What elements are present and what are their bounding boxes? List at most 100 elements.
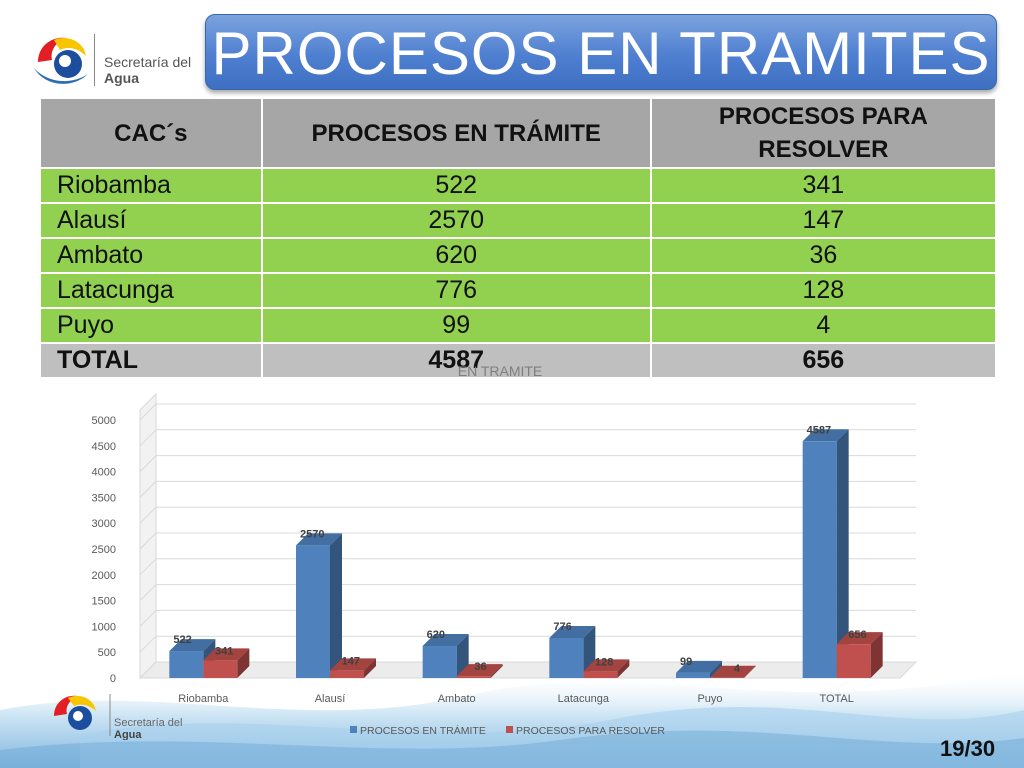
data-label: 36 (474, 661, 486, 673)
x-tick-label: Riobamba (178, 693, 229, 705)
gridline-diagonal (139, 403, 157, 421)
chart-floor (138, 661, 918, 679)
gridline-diagonal (139, 558, 157, 576)
data-label: 128 (595, 656, 613, 668)
row-para-resolver: 36 (649, 237, 998, 274)
row-en-tramite: 99 (260, 307, 652, 344)
table-row: Puyo 99 4 (39, 307, 998, 344)
total-en-tramite: 4587 (260, 342, 652, 379)
data-label: 2570 (300, 528, 324, 540)
bar-top-riobamba-1 (203, 648, 250, 661)
gridline-diagonal (139, 661, 157, 679)
logo-bottom-yellow-icon (68, 695, 96, 711)
y-tick-label: 4000 (92, 467, 116, 479)
y-tick-label: 3500 (92, 492, 116, 504)
bar-alausí-0 (296, 545, 330, 678)
table-row: Latacunga 776 128 (39, 272, 998, 309)
bar-side-total-1 (870, 632, 883, 678)
bar-side-puyo-0 (710, 660, 722, 678)
total-label: TOTAL (39, 342, 263, 379)
bar-total-1 (836, 644, 871, 678)
y-tick-label: 5000 (92, 415, 116, 427)
logo-bottom-line-2: Agua (114, 729, 142, 740)
bar-latacunga-0 (549, 637, 584, 678)
logo-bottom-red-icon (54, 695, 78, 716)
table-row: Ambato 620 36 (39, 237, 998, 274)
y-tick-label: 2000 (92, 570, 116, 582)
logo-emblem-icon (34, 37, 88, 84)
bar-top-latacunga-0 (549, 625, 596, 638)
title-banner: PROCESOS EN TRAMITES (205, 14, 997, 90)
bar-side-ambato-0 (456, 634, 469, 678)
row-en-tramite: 522 (260, 167, 652, 204)
data-label: 4 (734, 663, 741, 675)
y-tick-label: 2500 (92, 544, 116, 556)
bar-side-alausí-0 (330, 533, 342, 678)
bar-top-total-1 (836, 632, 883, 645)
row-para-resolver: 341 (649, 167, 998, 204)
legend-label: PROCESOS EN TRÁMITE (360, 724, 486, 737)
data-label: 620 (427, 629, 445, 641)
legend-label: PROCESOS PARA RESOLVER (516, 725, 665, 737)
logo-secretaria-del-agua: Secretaría del Agua (30, 28, 200, 92)
row-para-resolver: 147 (649, 202, 998, 239)
bar-side-latacunga-1 (617, 659, 630, 678)
bar-riobamba-0 (169, 651, 204, 678)
data-label: 4587 (807, 424, 831, 436)
gridline-diagonal (139, 455, 157, 472)
row-name: Alausí (39, 202, 263, 239)
x-tick-label: Ambato (438, 693, 476, 705)
bar-top-ambato-1 (456, 664, 503, 677)
bar-latacunga-1 (583, 671, 618, 678)
y-tick-label: 500 (98, 647, 116, 659)
data-label: 341 (215, 645, 233, 657)
gridline-diagonal (139, 635, 157, 653)
bar-side-riobamba-1 (237, 648, 250, 678)
logo-line-1: Secretaría del (104, 54, 192, 70)
bar-top-riobamba-0 (169, 639, 216, 652)
bar-top-puyo-0 (676, 660, 722, 673)
table-total-row: TOTAL 4587 656 (39, 342, 998, 379)
data-label: 656 (848, 629, 866, 641)
row-para-resolver: 128 (649, 272, 998, 309)
row-para-resolver: 4 (649, 307, 998, 344)
y-tick-label: 1500 (92, 596, 116, 608)
gridline-diagonal (139, 610, 157, 627)
header-en-tramite: PROCESOS EN TRÁMITE (260, 97, 652, 169)
bar-top-alausí-1 (330, 658, 376, 671)
data-label: 147 (342, 655, 360, 667)
bar-top-puyo-1 (710, 665, 756, 678)
bar-top-latacunga-1 (583, 659, 630, 672)
row-name: Puyo (39, 307, 263, 344)
water-decoration (0, 670, 1024, 768)
bar-ambato-1 (456, 676, 491, 678)
legend-swatch (350, 726, 357, 733)
bar-side-ambato-1 (490, 664, 503, 678)
legend-swatch (506, 726, 513, 733)
gridline-diagonal (139, 481, 157, 498)
row-name: Latacunga (39, 272, 263, 309)
header-para-resolver: PROCESOS PARA RESOLVER (649, 97, 998, 169)
bar-top-alausí-0 (296, 533, 342, 546)
y-tick-label: 0 (110, 673, 116, 685)
logo-bottom: Secretaría del Agua (54, 694, 182, 740)
chart-title: EN TRAMITE (458, 363, 543, 379)
data-label: 99 (680, 656, 692, 668)
gridline-diagonal (139, 429, 157, 447)
x-tick-label: Latacunga (558, 693, 610, 705)
x-tick-label: TOTAL (819, 693, 853, 705)
bar-alausí-1 (330, 670, 364, 678)
data-label: 776 (553, 621, 571, 633)
slide-number: 19/30 (940, 736, 996, 761)
logo-line-2: Agua (104, 70, 139, 86)
bar-top-ambato-0 (422, 634, 469, 647)
x-tick-label: Alausí (315, 693, 346, 705)
bar-puyo-0 (676, 672, 710, 678)
bar-total-0 (802, 441, 837, 678)
y-tick-label: 4500 (92, 441, 116, 453)
bar-side-total-0 (836, 429, 849, 678)
total-para-resolver: 656 (649, 342, 998, 379)
row-en-tramite: 776 (260, 272, 652, 309)
bar-side-alausí-1 (364, 658, 376, 678)
table-header-row: CAC´s PROCESOS EN TRÁMITE PROCESOS PARA … (39, 97, 998, 169)
